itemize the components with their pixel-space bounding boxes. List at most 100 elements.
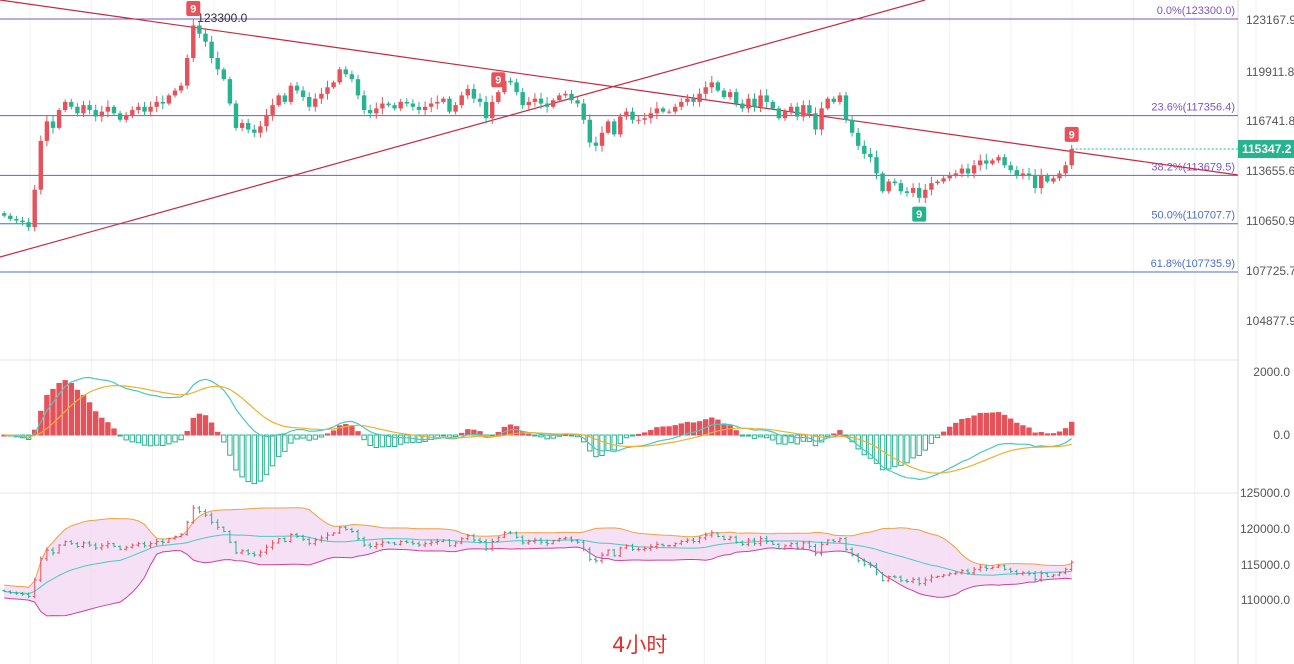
- candle-body: [8, 215, 13, 219]
- macd-histogram-bar: [825, 434, 831, 438]
- macd-histogram-bar: [526, 433, 532, 436]
- macd-histogram-bar: [147, 434, 154, 447]
- macd-histogram-bar: [928, 434, 935, 444]
- macd-histogram-bar: [965, 418, 971, 436]
- macd-histogram-bar: [587, 434, 593, 452]
- macd-histogram-bar: [1001, 414, 1008, 436]
- macd-histogram-bar: [343, 423, 349, 436]
- candle-body: [148, 106, 153, 112]
- macd-histogram-bar: [989, 412, 996, 436]
- candle-body: [721, 90, 727, 98]
- candle-body: [447, 98, 452, 112]
- candle-body: [660, 108, 666, 112]
- candle-body: [874, 157, 879, 174]
- candle-body: [770, 101, 775, 109]
- candle-body: [563, 93, 568, 96]
- candle-body: [898, 183, 904, 192]
- macd-histogram-bar: [196, 413, 203, 436]
- candle-body: [368, 110, 373, 114]
- candle-body: [160, 101, 165, 104]
- macd-histogram-bar: [971, 415, 977, 436]
- candle-body: [1026, 173, 1032, 176]
- macd-histogram-bar: [532, 434, 538, 437]
- macd-histogram-bar: [672, 425, 678, 436]
- macd-histogram-bar: [983, 412, 989, 436]
- candle-body: [715, 82, 721, 91]
- candle-body: [917, 188, 922, 198]
- candle-body: [361, 95, 367, 111]
- candle-body: [404, 101, 409, 104]
- candle-body: [593, 142, 599, 146]
- candle-body: [380, 103, 385, 109]
- grid-lines: [0, 0, 1257, 664]
- macd-histogram-bar: [294, 434, 300, 440]
- macd-histogram-bar: [1020, 425, 1026, 436]
- candle-body: [508, 80, 513, 83]
- ascending-trendline: [0, 0, 926, 258]
- macd-histogram-bar: [562, 434, 569, 437]
- candle-body: [99, 111, 104, 117]
- candle-body: [849, 119, 855, 133]
- candle-body: [630, 111, 635, 120]
- td-marker-label: 9: [495, 75, 501, 87]
- macd-histogram-bar: [178, 434, 184, 441]
- candle-body: [429, 103, 434, 107]
- candle-body: [1051, 178, 1056, 182]
- boll-axis-label: 115000.0: [1241, 558, 1290, 572]
- candle-body: [410, 103, 416, 107]
- macd-histogram-bar: [385, 434, 392, 447]
- macd-histogram-bar: [1062, 428, 1069, 436]
- candle-body: [221, 69, 226, 80]
- macd-histogram-bar: [263, 434, 270, 475]
- candle-body: [422, 106, 428, 111]
- macd-histogram-bar: [794, 434, 800, 445]
- fib-level-label: 38.2%(113679.5): [1151, 161, 1235, 173]
- candle-body: [239, 123, 245, 128]
- candle-body: [2, 213, 7, 216]
- macd-histogram-bar: [1050, 433, 1057, 436]
- macd-histogram-bar: [1026, 427, 1032, 436]
- candle-body: [300, 90, 306, 98]
- candle-body: [648, 113, 653, 119]
- macd-histogram-bar: [221, 434, 227, 443]
- price-axis-label: 104877.9: [1246, 314, 1294, 328]
- candle-body: [569, 93, 574, 101]
- candle-body: [703, 87, 708, 94]
- macd-histogram-bar: [154, 434, 160, 446]
- candle-body: [941, 178, 946, 182]
- td-marker-box: [912, 206, 927, 222]
- candle-body: [978, 160, 983, 166]
- macd-histogram-bar: [135, 434, 142, 444]
- candle-body: [605, 121, 611, 133]
- macd-histogram-bar: [245, 434, 251, 483]
- candle-body: [575, 100, 580, 104]
- candle-body: [959, 168, 965, 174]
- macd-histogram-bar: [86, 402, 93, 436]
- candle-body: [856, 132, 861, 146]
- price-axis: 123167.9 119911.8 116741.8 113655.6 110650.9…: [1240, 13, 1294, 607]
- candle-body: [929, 183, 934, 190]
- candle-body: [776, 108, 782, 119]
- macd-histogram-bar: [251, 434, 258, 485]
- macd-histogram-bar: [233, 434, 239, 471]
- macd-histogram-bar: [93, 411, 99, 436]
- macd-histogram-bar: [398, 434, 404, 445]
- macd-histogram-bar: [391, 434, 398, 447]
- macd-histogram-bar: [745, 434, 752, 437]
- macd-histogram-bar: [190, 417, 197, 436]
- macd-histogram-bar: [940, 431, 947, 436]
- candle-body: [746, 98, 751, 109]
- candle-body: [697, 93, 702, 102]
- macd-histogram-bar: [818, 434, 825, 443]
- fib-level-label: 23.6%(117356.4): [1151, 102, 1235, 114]
- candle-body: [971, 165, 977, 174]
- macd-histogram-bar: [886, 434, 892, 470]
- macd-histogram-bar: [123, 434, 129, 441]
- candle-body: [252, 129, 257, 133]
- macd-histogram-bar: [337, 425, 343, 436]
- candle-body: [1039, 175, 1044, 189]
- macd-histogram-bar: [1069, 421, 1075, 436]
- macd-histogram-bar: [642, 432, 648, 436]
- candle-body: [624, 111, 629, 117]
